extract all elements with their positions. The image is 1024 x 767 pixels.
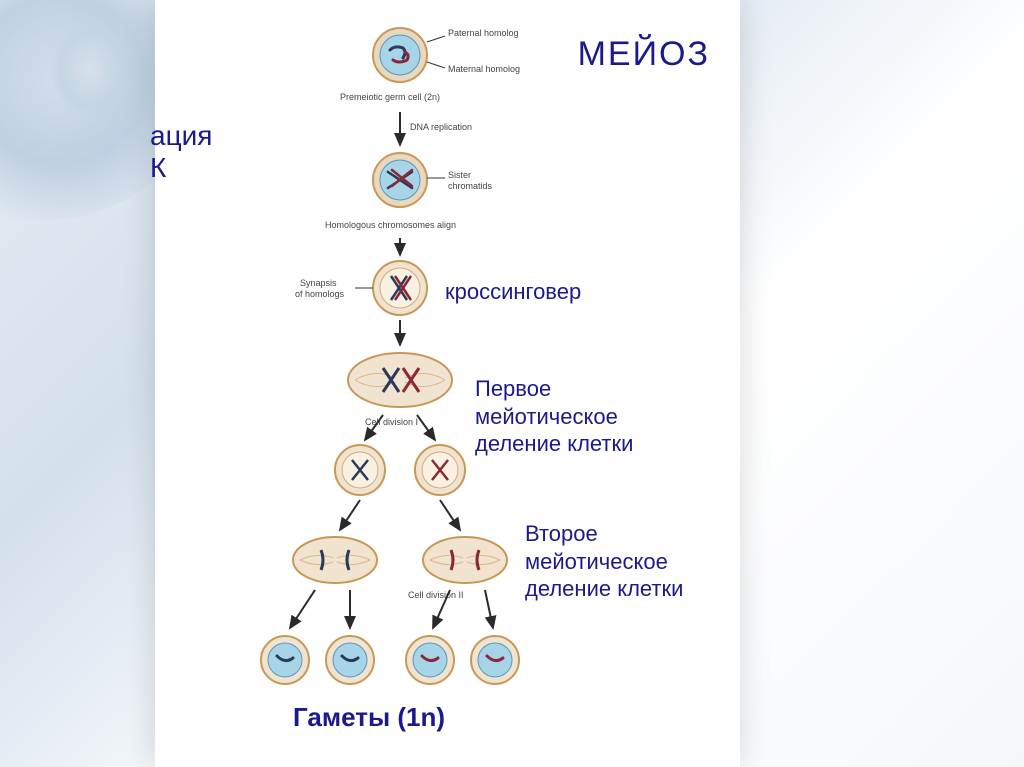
cell-metaphase2-left <box>293 537 377 583</box>
cell-telophase1-right <box>415 445 465 495</box>
cell-synapsis <box>373 261 427 315</box>
homologous-label: Homologous chromosomes align <box>325 220 456 230</box>
meiosis-diagram-panel: МЕЙОЗ ация К кроссинговер Первое мейотич… <box>155 0 740 767</box>
cell-telophase1-left <box>335 445 385 495</box>
svg-text:chromatids: chromatids <box>448 181 493 191</box>
celldiv1-label: Cell division I <box>365 417 418 427</box>
gamete-1 <box>261 636 309 684</box>
celldiv2-label: Cell division II <box>408 590 464 600</box>
cell-premeiotic <box>373 28 427 82</box>
cell-metaphase1 <box>348 353 452 407</box>
maternal-label: Maternal homolog <box>448 64 520 74</box>
gamete-4 <box>471 636 519 684</box>
paternal-label: Paternal homolog <box>448 28 519 38</box>
premeiotic-label: Premeiotic germ cell (2n) <box>340 92 440 102</box>
gamete-3 <box>406 636 454 684</box>
cell-replicated <box>373 153 427 207</box>
gamete-2 <box>326 636 374 684</box>
synapsis-label2: of homologs <box>295 289 345 299</box>
cell-metaphase2-right <box>423 537 507 583</box>
sister-label: Sister <box>448 170 471 180</box>
dna-rep-label: DNA replication <box>410 122 472 132</box>
meiosis-svg: Paternal homolog Maternal homolog Premei… <box>155 0 740 767</box>
synapsis-label1: Synapsis <box>300 278 337 288</box>
